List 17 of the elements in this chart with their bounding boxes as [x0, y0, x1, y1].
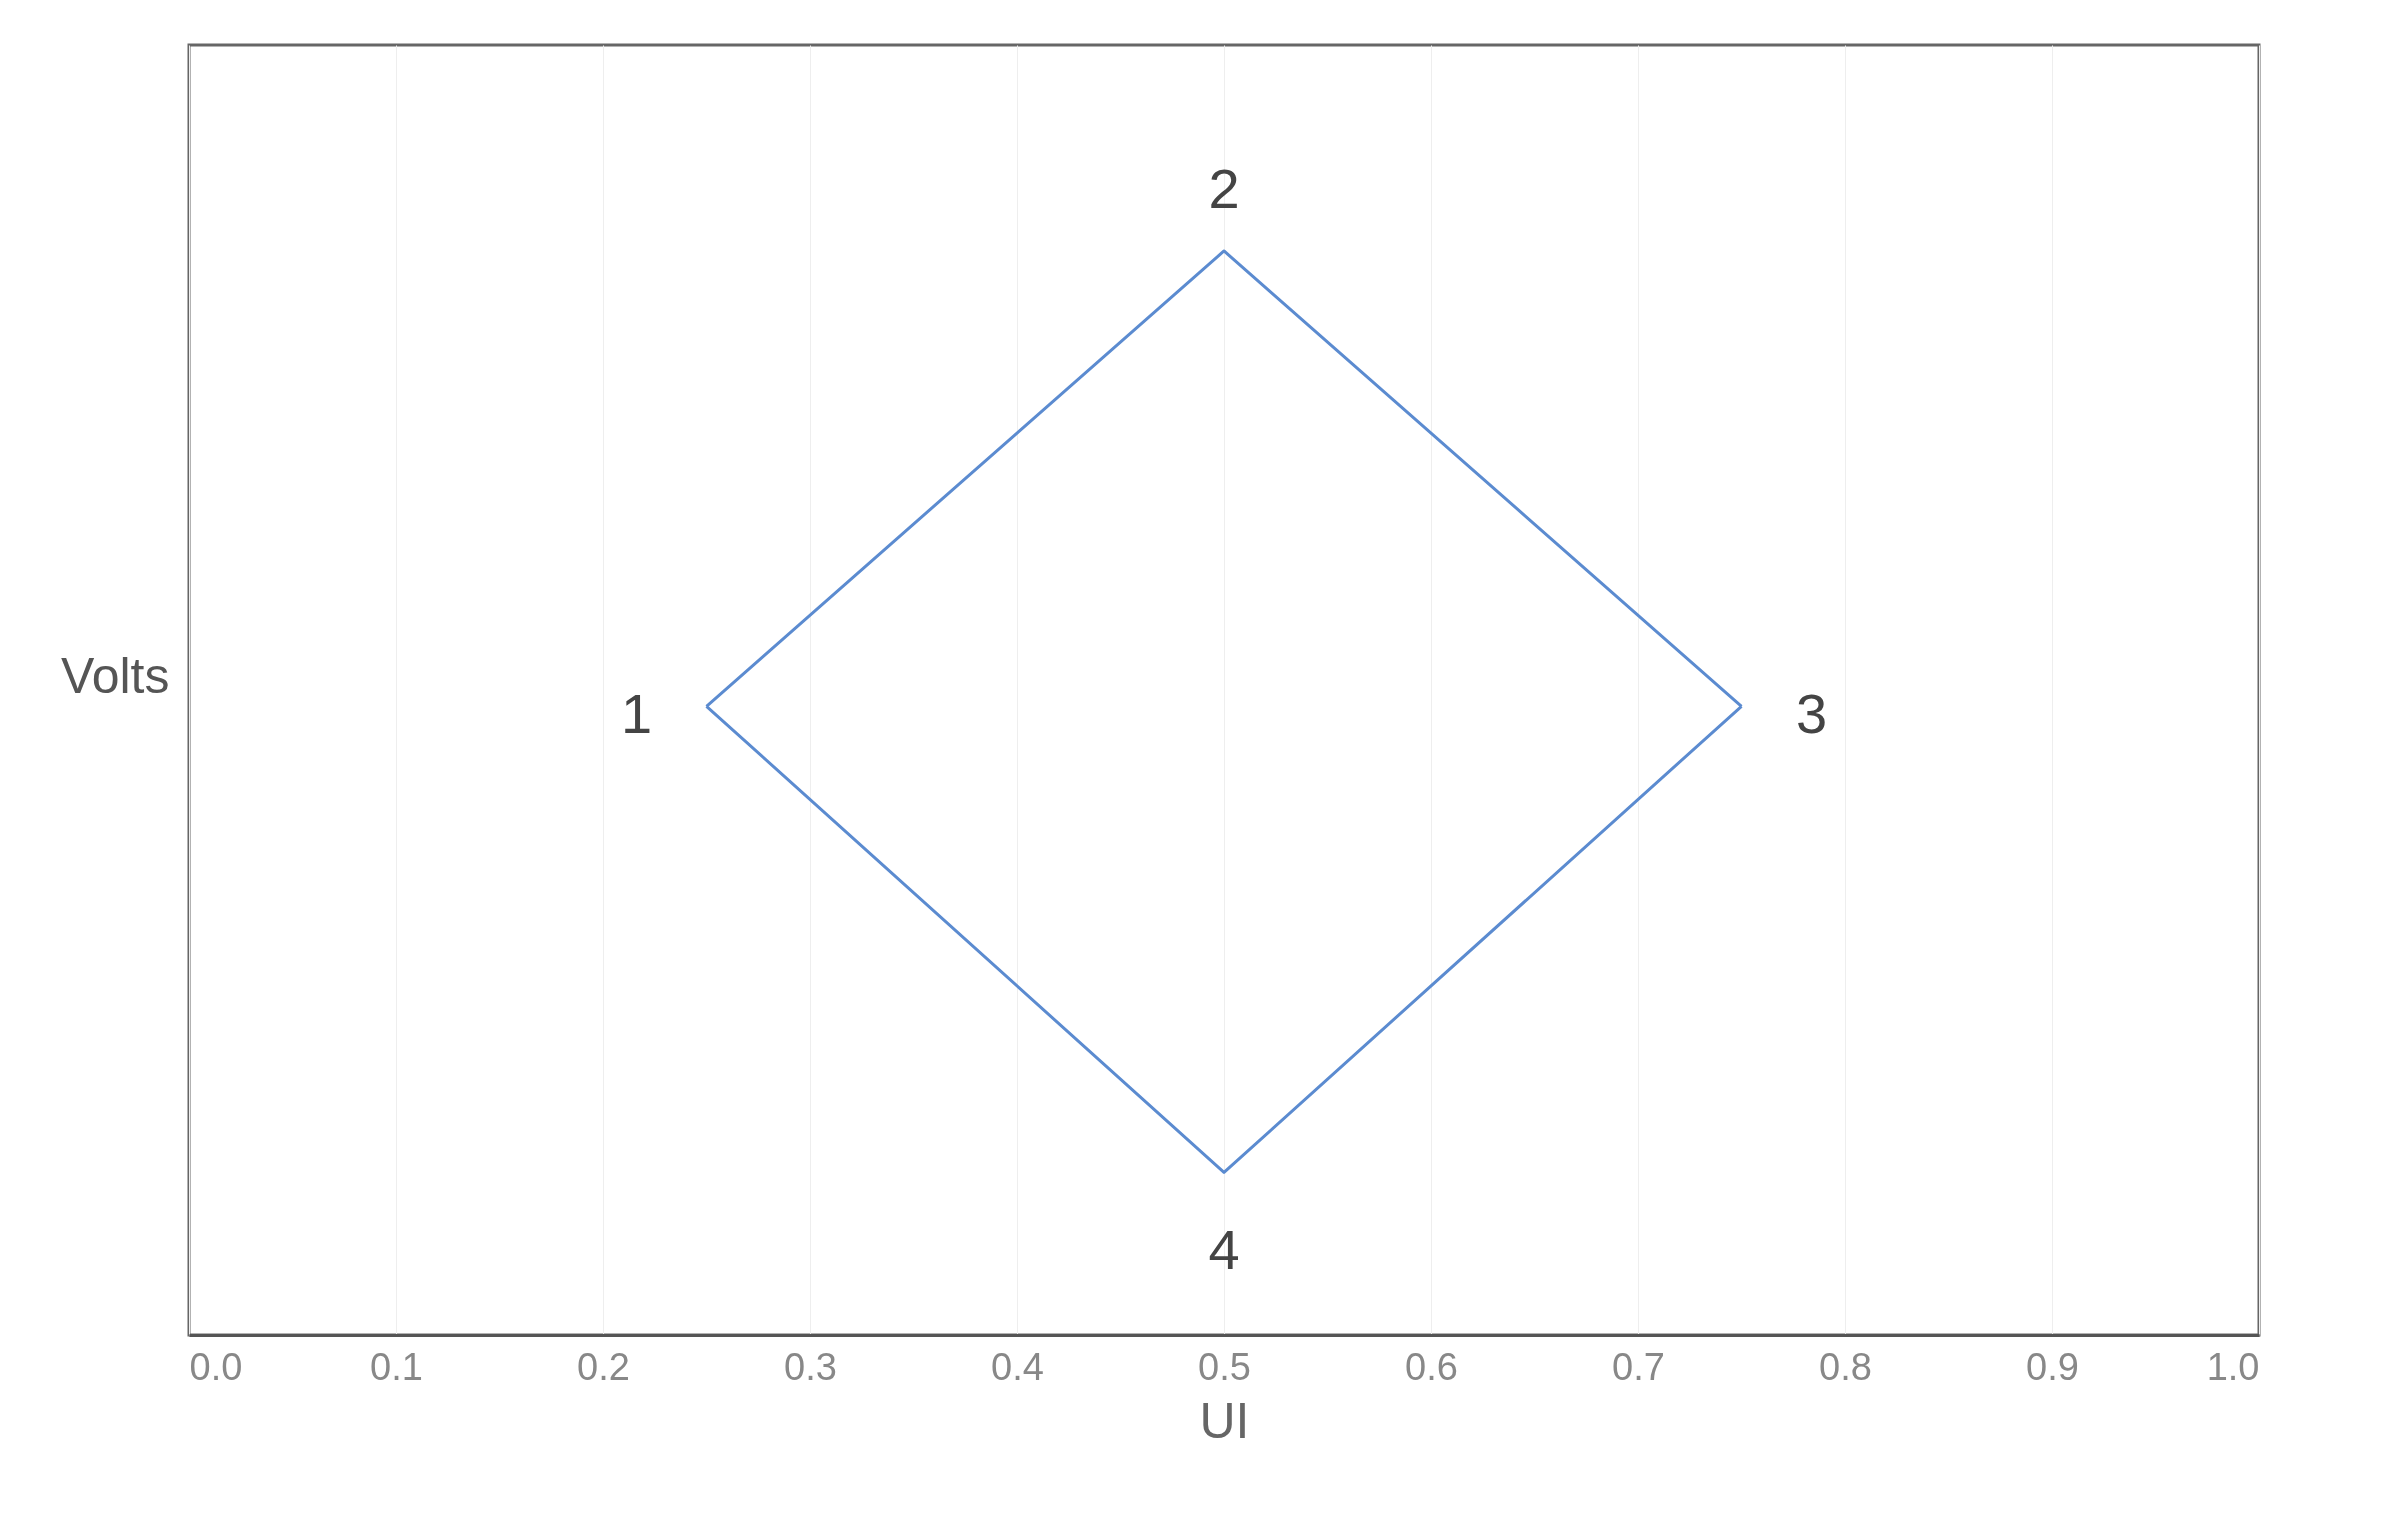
x-tick-label: 0.2 [577, 1345, 630, 1388]
x-tick-label: 0.4 [991, 1345, 1044, 1388]
x-tick-label: 0.8 [1819, 1345, 1872, 1388]
x-axis-title: UI [1199, 1392, 1250, 1449]
y-axis-title: Volts [61, 647, 170, 704]
x-tick-label: 0.6 [1405, 1345, 1458, 1388]
annotation: 3 [1795, 682, 1828, 746]
x-tick-label: 0.5 [1198, 1345, 1251, 1388]
x-tick-label: 0.7 [1612, 1345, 1665, 1388]
x-tick-label: 0.9 [2026, 1345, 2079, 1388]
annotation: 2 [1208, 156, 1240, 220]
x-tick-label: 0.1 [370, 1345, 423, 1388]
x-tick-label: 1.0 [2206, 1345, 2260, 1388]
annotation: 1 [620, 682, 653, 746]
annotation: 4 [1208, 1218, 1240, 1282]
x-tick-label: 0.3 [784, 1345, 837, 1388]
x-tick-label: 0.0 [189, 1345, 243, 1388]
